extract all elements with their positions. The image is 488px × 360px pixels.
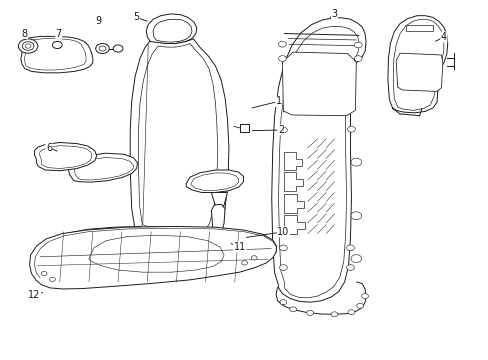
Polygon shape (282, 52, 356, 116)
Circle shape (279, 245, 287, 251)
Polygon shape (30, 226, 276, 289)
Circle shape (354, 42, 362, 48)
Polygon shape (395, 53, 442, 91)
Polygon shape (21, 36, 93, 73)
Text: 2: 2 (277, 125, 284, 135)
Text: 5: 5 (133, 13, 140, 22)
Polygon shape (271, 18, 366, 302)
Polygon shape (130, 39, 228, 243)
Polygon shape (211, 204, 224, 239)
Circle shape (350, 158, 361, 166)
Circle shape (354, 56, 362, 62)
Polygon shape (140, 225, 156, 238)
Circle shape (278, 56, 286, 62)
Text: 7: 7 (56, 28, 62, 39)
Text: 3: 3 (331, 9, 337, 19)
Circle shape (356, 303, 363, 308)
Circle shape (49, 277, 55, 282)
Circle shape (350, 212, 361, 220)
Circle shape (289, 307, 296, 312)
Circle shape (347, 126, 355, 132)
Polygon shape (68, 153, 137, 182)
Circle shape (279, 265, 287, 270)
Text: 1: 1 (275, 96, 281, 107)
Circle shape (330, 312, 337, 317)
Circle shape (96, 44, 109, 54)
Text: 11: 11 (233, 242, 245, 252)
Polygon shape (34, 143, 97, 171)
Text: 10: 10 (277, 227, 289, 237)
Circle shape (280, 300, 286, 305)
Bar (405, 25, 432, 31)
Circle shape (279, 127, 287, 133)
Text: 4: 4 (440, 32, 446, 42)
Circle shape (41, 271, 47, 276)
Polygon shape (146, 14, 197, 44)
Polygon shape (387, 16, 447, 113)
Circle shape (251, 256, 257, 260)
Circle shape (350, 255, 361, 262)
Circle shape (52, 41, 62, 49)
Polygon shape (54, 226, 227, 268)
Circle shape (22, 42, 34, 50)
Text: 9: 9 (95, 16, 102, 26)
Polygon shape (186, 170, 243, 193)
Polygon shape (211, 193, 227, 209)
Bar (54, 44, 64, 47)
Text: 12: 12 (28, 290, 41, 300)
Circle shape (278, 41, 286, 47)
Circle shape (347, 310, 354, 315)
Bar (239, 124, 249, 132)
Circle shape (19, 39, 38, 53)
Circle shape (346, 265, 354, 270)
Text: 8: 8 (21, 28, 28, 39)
Circle shape (306, 310, 313, 315)
Circle shape (113, 45, 122, 52)
Circle shape (361, 294, 368, 298)
Circle shape (346, 245, 354, 251)
Circle shape (241, 261, 247, 265)
Text: 6: 6 (46, 143, 52, 153)
